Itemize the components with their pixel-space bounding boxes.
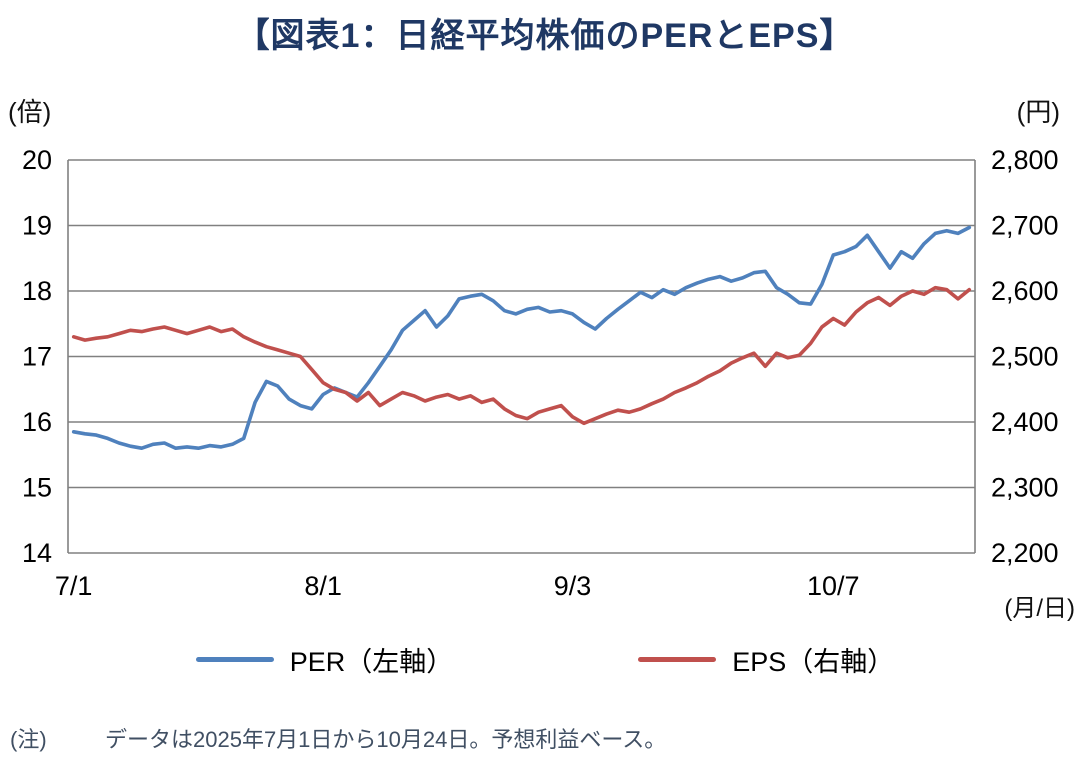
svg-text:2,500: 2,500 xyxy=(991,342,1059,372)
legend-item-per: PER（左軸） xyxy=(195,640,454,679)
svg-text:17: 17 xyxy=(22,342,52,372)
svg-text:20: 20 xyxy=(22,145,52,175)
x-axis-unit-label: (月/日) xyxy=(1004,595,1075,622)
right-axis-unit-label: (円) xyxy=(1016,97,1060,127)
chart-svg: 14 2,200 15 2,300 16 2,400 17 2,500 18 2,600 19 2,7… xyxy=(22,145,1059,601)
left-axis-unit-label: (倍) xyxy=(8,97,52,127)
svg-text:7/1: 7/1 xyxy=(55,571,93,601)
svg-text:8/1: 8/1 xyxy=(304,571,342,601)
svg-text:19: 19 xyxy=(22,211,52,241)
svg-text:2,400: 2,400 xyxy=(991,407,1059,437)
footnote: (注) データは2025年7月1日から10月24日。予想利益ベース。 xyxy=(10,722,666,754)
legend-label-per: PER（左軸） xyxy=(289,647,454,677)
per-line-swatch xyxy=(195,657,274,662)
svg-text:15: 15 xyxy=(22,473,52,503)
legend-label-eps: EPS（右軸） xyxy=(732,647,895,677)
legend-item-eps: EPS（右軸） xyxy=(638,640,894,679)
svg-text:2,300: 2,300 xyxy=(991,473,1059,503)
svg-text:2,200: 2,200 xyxy=(991,538,1059,568)
svg-text:14: 14 xyxy=(22,538,52,568)
footnote-prefix: (注) xyxy=(10,727,47,752)
svg-text:18: 18 xyxy=(22,276,52,306)
svg-text:10/7: 10/7 xyxy=(807,571,860,601)
eps-line-swatch xyxy=(638,657,717,662)
svg-text:2,800: 2,800 xyxy=(991,145,1059,175)
svg-text:2,700: 2,700 xyxy=(991,211,1059,241)
chart-legend: PER（左軸） EPS（右軸） xyxy=(0,640,1090,679)
svg-text:16: 16 xyxy=(22,407,52,437)
svg-text:9/3: 9/3 xyxy=(554,571,592,601)
chart-title: 【図表1：日経平均株価のPERとEPS】 xyxy=(235,17,855,55)
svg-text:2,600: 2,600 xyxy=(991,276,1059,306)
footnote-text: データは2025年7月1日から10月24日。予想利益ベース。 xyxy=(105,727,667,752)
